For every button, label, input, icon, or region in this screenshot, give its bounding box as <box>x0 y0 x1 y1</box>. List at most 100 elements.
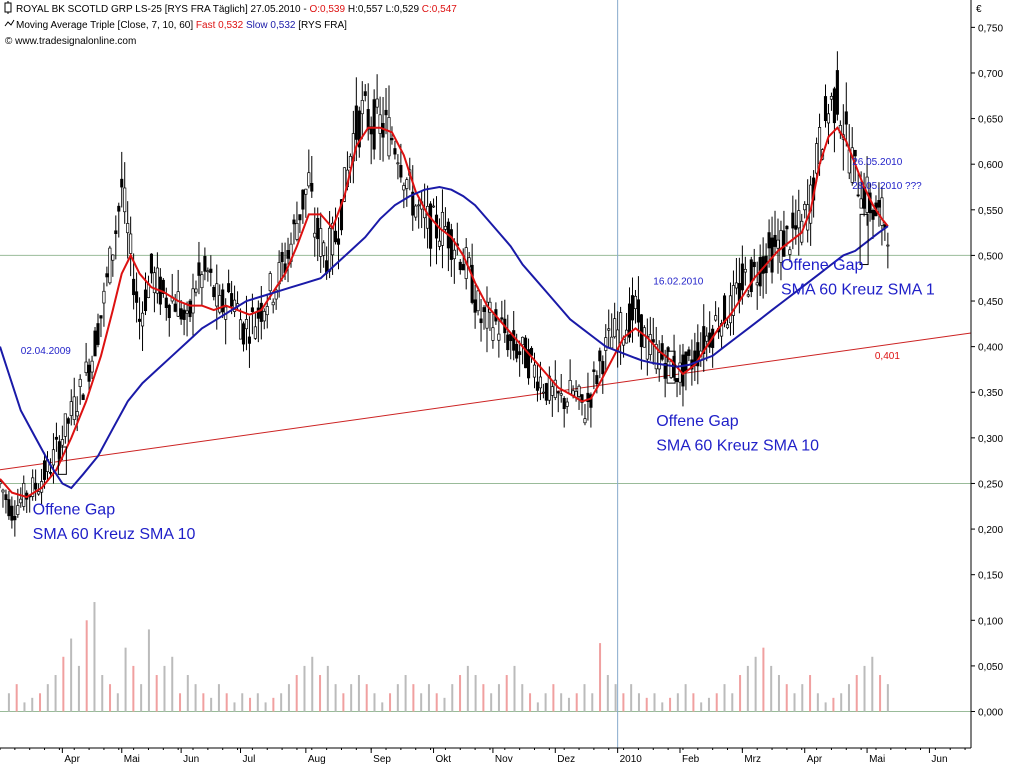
chart-annotation: 02.04.2009 <box>21 346 71 357</box>
candle-body <box>132 278 136 296</box>
candle-body <box>497 333 501 341</box>
candle-body <box>19 498 23 504</box>
candle-body <box>776 239 780 249</box>
volume-bar <box>575 693 578 712</box>
candle-body <box>96 323 100 345</box>
candle-body <box>532 364 537 378</box>
chart-annotation: 26.05.2010 <box>852 157 902 168</box>
candle-body <box>182 309 186 320</box>
candle-body <box>301 189 305 210</box>
candle-body <box>657 352 661 370</box>
y-tick-label: 0,400 <box>978 343 1003 354</box>
candle-body <box>307 172 311 187</box>
candle-body <box>835 70 839 115</box>
candle-body <box>1 489 5 493</box>
y-tick-label: 0,300 <box>978 434 1003 445</box>
chart-annotation: SMA 60 Kreuz SMA 10 <box>33 526 196 543</box>
volume-bar <box>816 693 819 712</box>
candle-body <box>256 307 260 319</box>
candle-body <box>60 439 64 446</box>
candle-body <box>449 229 453 260</box>
volume-bar <box>326 665 329 712</box>
candle-body <box>354 105 358 140</box>
candle-body <box>253 326 257 339</box>
candle-body <box>111 254 115 261</box>
volume-bar <box>202 693 205 712</box>
header-line-1: ROYAL BK SCOTLD GRP LS-25 [RYS FRA Tägli… <box>16 4 457 15</box>
volume-bar <box>132 665 135 712</box>
candle-body <box>580 394 584 403</box>
candle-body <box>203 255 207 272</box>
volume-bar <box>606 675 609 712</box>
volume-bar <box>77 665 80 712</box>
candle-body <box>342 167 347 202</box>
candle-body <box>785 225 789 230</box>
x-tick-label: Feb <box>682 754 700 765</box>
gap-box <box>57 446 67 475</box>
volume-bar <box>723 684 726 712</box>
candle-body <box>627 303 632 338</box>
candle-body <box>725 324 730 329</box>
volume-bar <box>31 697 34 712</box>
candle-body <box>105 273 109 278</box>
candle-body <box>387 117 391 157</box>
volume-bar <box>645 697 648 712</box>
candle-body <box>372 99 376 150</box>
candle-body <box>286 250 290 259</box>
y-tick-label: 0,700 <box>978 69 1003 80</box>
volume-bar <box>163 665 166 712</box>
candle-body <box>589 394 593 408</box>
candle-body <box>13 516 17 521</box>
candle-body <box>559 393 563 396</box>
candle-body <box>535 381 540 391</box>
candle-body <box>250 307 254 312</box>
volume-bar <box>39 693 42 712</box>
candle-body <box>227 283 231 293</box>
volume-bar <box>62 656 65 712</box>
candle-body <box>48 472 53 474</box>
volume-bar <box>54 675 57 712</box>
candle-body <box>880 197 884 226</box>
candle-body <box>360 100 364 115</box>
chart-annotation: Offene Gap <box>656 413 739 430</box>
candle-body <box>500 317 504 320</box>
candle-body <box>191 288 195 314</box>
volume-bar <box>497 684 500 712</box>
candle-body <box>681 354 685 387</box>
volume-bar <box>661 702 664 712</box>
candle-body <box>176 291 180 317</box>
volume-bar <box>233 702 236 712</box>
x-tick-label: Jun <box>183 754 199 765</box>
candle-body <box>458 261 462 271</box>
volume-bar <box>287 684 290 712</box>
volume-bar <box>46 684 49 712</box>
candle-body <box>140 312 145 327</box>
volume-bar <box>560 693 563 712</box>
volume-bar <box>459 675 462 712</box>
volume-bar <box>194 684 197 712</box>
support-trendline <box>0 332 972 471</box>
candle-body <box>384 109 388 116</box>
candle-body <box>247 336 251 344</box>
candle-body <box>871 209 875 220</box>
volume-bar <box>669 697 672 712</box>
candle-body <box>592 369 596 372</box>
candle-body <box>185 310 189 314</box>
y-tick-label: 0,450 <box>978 297 1003 308</box>
volume-bar <box>653 693 656 712</box>
currency-label: € <box>976 4 982 15</box>
candle-body <box>87 364 91 382</box>
candle-body <box>476 290 480 312</box>
volume-bar <box>824 702 827 712</box>
candle-body <box>788 249 792 255</box>
candle-body <box>654 344 658 370</box>
volume-bar <box>186 675 189 712</box>
volume-bar <box>754 656 757 712</box>
volume-bar <box>280 693 283 712</box>
candle-body <box>429 203 433 249</box>
candle-body <box>473 299 477 313</box>
candle-body <box>437 240 442 247</box>
candle-body <box>541 391 545 394</box>
candle-body <box>99 315 103 319</box>
